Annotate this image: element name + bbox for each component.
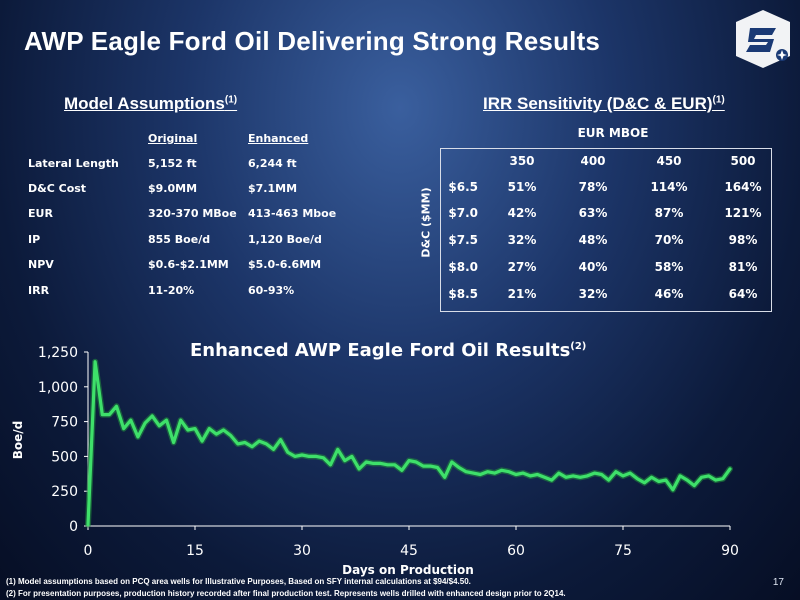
series-line-shadow bbox=[85, 358, 733, 528]
irr-sensitivity-footnote-ref: (1) bbox=[712, 94, 725, 106]
page-number: 17 bbox=[772, 577, 784, 588]
row-label: Lateral Length bbox=[28, 157, 119, 170]
irr-cell: 51% bbox=[507, 180, 537, 194]
irr-cell: 46% bbox=[654, 287, 684, 301]
y-axis-ticks: 0 250 500 750 1,000 1,250 bbox=[38, 345, 88, 535]
model-assumptions-footnote-ref: (1) bbox=[224, 94, 238, 106]
irr-col-header: 500 bbox=[730, 154, 756, 168]
irr-row-label: $8.0 bbox=[448, 260, 478, 274]
x-tick-label: 75 bbox=[614, 543, 632, 559]
irr-cell: 70% bbox=[654, 233, 684, 247]
series-line bbox=[86, 360, 732, 527]
y-tick-label: 500 bbox=[51, 449, 78, 465]
irr-col-header: 400 bbox=[580, 154, 606, 168]
col-header-original: Original bbox=[148, 132, 198, 145]
footnote-2: (2) For presentation purposes, productio… bbox=[6, 589, 566, 598]
irr-cell: 40% bbox=[578, 260, 608, 274]
row-label: EUR bbox=[28, 207, 53, 220]
y-tick-label: 1,000 bbox=[38, 380, 78, 396]
cell-enhanced: 1,120 Boe/d bbox=[248, 233, 322, 246]
x-axis-label: Days on Production bbox=[342, 563, 474, 577]
company-logo bbox=[736, 10, 790, 68]
irr-cell: 21% bbox=[507, 287, 537, 301]
irr-row-label: $6.5 bbox=[448, 180, 478, 194]
irr-cell: 121% bbox=[724, 206, 762, 220]
series-group bbox=[85, 358, 733, 528]
irr-cell: 32% bbox=[507, 233, 537, 247]
cell-enhanced: 6,244 ft bbox=[248, 157, 297, 170]
irr-cell: 58% bbox=[654, 260, 684, 274]
chart-title-footnote-ref: (2) bbox=[570, 341, 587, 352]
irr-cell: 164% bbox=[724, 180, 762, 194]
cell-original: 855 Boe/d bbox=[148, 233, 211, 246]
x-axis-ticks: 0 15 30 45 60 75 90 bbox=[84, 526, 739, 559]
col-header-enhanced: Enhanced bbox=[248, 132, 309, 145]
cell-enhanced: 60-93% bbox=[248, 284, 295, 297]
row-label: IRR bbox=[28, 284, 50, 297]
irr-cell: 64% bbox=[728, 287, 758, 301]
irr-sensitivity-heading: IRR Sensitivity (D&C & EUR)(1) bbox=[483, 94, 725, 114]
x-tick-label: 30 bbox=[293, 543, 311, 559]
row-label: IP bbox=[28, 233, 41, 246]
irr-cell: 32% bbox=[578, 287, 608, 301]
irr-cell: 63% bbox=[578, 206, 608, 220]
x-tick-label: 60 bbox=[507, 543, 525, 559]
irr-col-header: 450 bbox=[656, 154, 682, 168]
row-label: D&C Cost bbox=[28, 182, 87, 195]
cell-original: $0.6-$2.1MM bbox=[148, 258, 229, 271]
irr-sensitivity-heading-text: IRR Sensitivity (D&C & EUR) bbox=[483, 94, 713, 113]
cell-original: 11-20% bbox=[148, 284, 195, 297]
footnote-1: (1) Model assumptions based on PCQ area … bbox=[6, 577, 471, 586]
irr-cell: 87% bbox=[654, 206, 684, 220]
irr-cell: 27% bbox=[507, 260, 537, 274]
y-axis-label: Boe/d bbox=[11, 421, 25, 460]
cell-enhanced: $7.1MM bbox=[248, 182, 298, 195]
irr-sensitivity-grid bbox=[440, 148, 772, 312]
irr-col-header: 350 bbox=[509, 154, 535, 168]
model-assumptions-heading: Model Assumptions(1) bbox=[64, 94, 237, 114]
cell-enhanced: $5.0-6.6MM bbox=[248, 258, 322, 271]
y-tick-label: 250 bbox=[51, 484, 78, 500]
cell-original: 5,152 ft bbox=[148, 157, 197, 170]
y-tick-label: 0 bbox=[69, 519, 78, 535]
irr-cell: 114% bbox=[650, 180, 688, 194]
irr-cell: 78% bbox=[578, 180, 608, 194]
irr-row-label: $7.0 bbox=[448, 206, 478, 220]
irr-cell: 81% bbox=[728, 260, 758, 274]
irr-cell: 48% bbox=[578, 233, 608, 247]
x-tick-label: 45 bbox=[400, 543, 418, 559]
x-tick-label: 0 bbox=[84, 543, 93, 559]
irr-cell: 42% bbox=[507, 206, 537, 220]
irr-cell: 98% bbox=[728, 233, 758, 247]
row-label: NPV bbox=[28, 258, 54, 271]
cell-enhanced: 413-463 Mboe bbox=[248, 207, 337, 220]
chart-title: Enhanced AWP Eagle Ford Oil Results(2) bbox=[190, 340, 586, 361]
y-tick-label: 1,250 bbox=[38, 345, 78, 361]
irr-col-title: EUR MBOE bbox=[577, 126, 649, 140]
chart-axes bbox=[87, 352, 730, 527]
irr-row-label: $7.5 bbox=[448, 233, 478, 247]
cell-original: $9.0MM bbox=[148, 182, 198, 195]
chart-title-text: Enhanced AWP Eagle Ford Oil Results bbox=[190, 340, 571, 361]
x-tick-label: 90 bbox=[721, 543, 739, 559]
irr-row-label: $8.5 bbox=[448, 287, 478, 301]
model-assumptions-heading-text: Model Assumptions bbox=[64, 94, 225, 113]
y-tick-label: 750 bbox=[51, 415, 78, 431]
cell-original: 320-370 MBoe bbox=[148, 207, 237, 220]
x-tick-label: 15 bbox=[186, 543, 204, 559]
page-title: AWP Eagle Ford Oil Delivering Strong Res… bbox=[24, 26, 601, 56]
